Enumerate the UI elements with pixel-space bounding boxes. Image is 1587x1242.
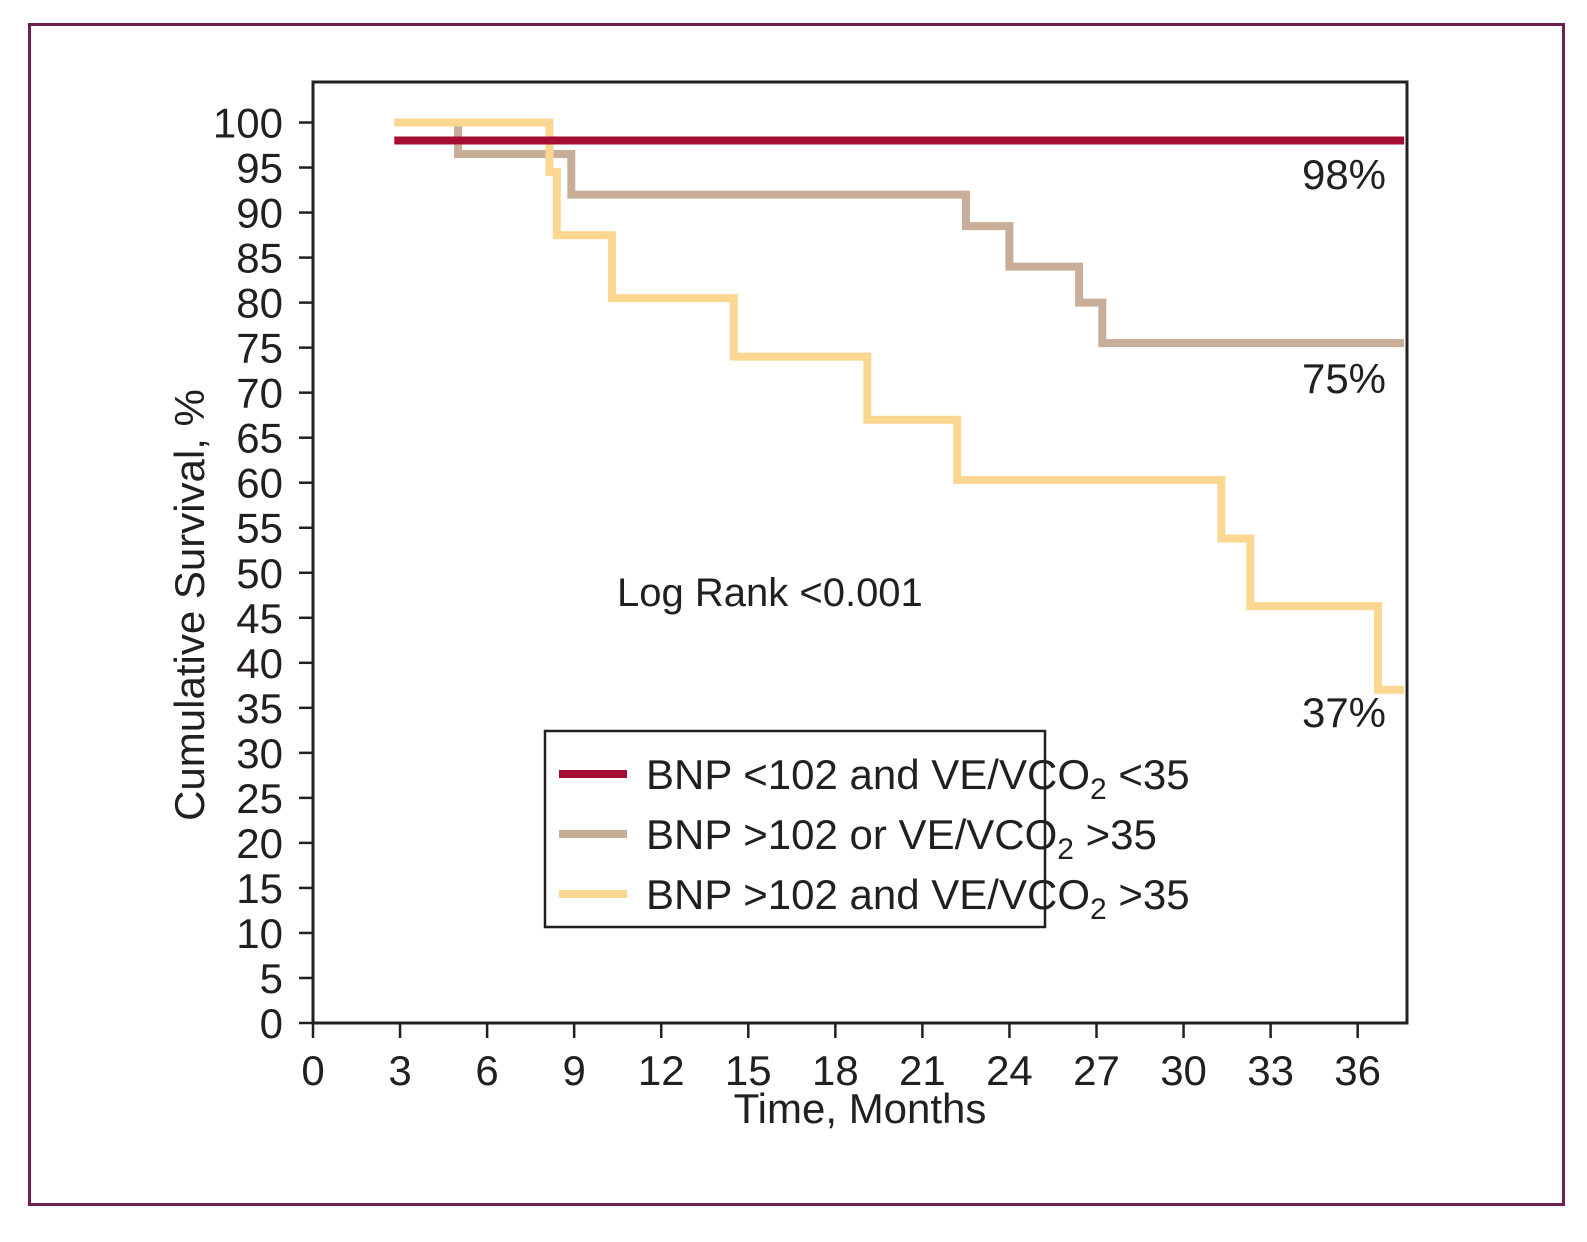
x-tick-label: 3 — [388, 1047, 411, 1094]
legend-label-3: BNP >102 and VE/VCO2 >35 — [646, 871, 1190, 926]
y-tick-label: 55 — [236, 505, 283, 552]
y-tick-label: 65 — [236, 415, 283, 462]
x-axis-label: Time, Months — [734, 1085, 987, 1132]
y-tick-label: 40 — [236, 640, 283, 687]
figure-border — [28, 23, 1565, 1206]
y-tick-label: 100 — [213, 100, 283, 147]
y-tick-label: 30 — [236, 730, 283, 777]
y-tick-label: 15 — [236, 865, 283, 912]
x-tick-label: 0 — [301, 1047, 324, 1094]
curve-bnp-high-or-vevco2-high — [394, 118, 1405, 348]
x-tick-label: 33 — [1247, 1047, 1294, 1094]
plot-box — [311, 80, 1409, 1025]
x-tick-label: 18 — [812, 1047, 859, 1094]
x-tick-label: 36 — [1334, 1047, 1381, 1094]
final-value-label-98: 98% — [1302, 151, 1386, 198]
x-tick-label: 27 — [1073, 1047, 1120, 1094]
y-tick-label: 10 — [236, 910, 283, 957]
y-tick-label: 70 — [236, 370, 283, 417]
y-tick-label: 20 — [236, 820, 283, 867]
legend-border — [543, 729, 1047, 929]
x-tick-label: 6 — [475, 1047, 498, 1094]
x-tick-label: 24 — [986, 1047, 1033, 1094]
y-tick-label: 80 — [236, 280, 283, 327]
y-axis-label: Cumulative Survival, % — [166, 389, 213, 821]
y-tick-label: 90 — [236, 190, 283, 237]
y-axis-ticks: 0510152025303540455055606570758085909510… — [213, 100, 313, 1047]
log-rank-annotation: Log Rank <0.001 — [617, 571, 923, 615]
y-tick-label: 75 — [236, 325, 283, 372]
y-tick-label: 35 — [236, 685, 283, 732]
x-tick-label: 21 — [899, 1047, 946, 1094]
x-tick-label: 15 — [725, 1047, 772, 1094]
legend-label-2: BNP >102 or VE/VCO2 >35 — [646, 811, 1157, 866]
curve-bnp-high-and-vevco2-high — [394, 118, 1405, 694]
final-value-label-75: 75% — [1302, 355, 1386, 402]
plot-area-border — [311, 80, 1409, 1025]
survival-curves — [394, 118, 1405, 694]
y-tick-label: 45 — [236, 595, 283, 642]
y-tick-label: 25 — [236, 775, 283, 822]
y-tick-label: 50 — [236, 550, 283, 597]
final-value-label-37: 37% — [1302, 689, 1386, 736]
figure-border-rect — [28, 23, 1565, 1206]
y-tick-label: 85 — [236, 235, 283, 282]
y-tick-label: 60 — [236, 460, 283, 507]
x-tick-label: 12 — [638, 1047, 685, 1094]
x-tick-label: 30 — [1160, 1047, 1207, 1094]
legend-label-1: BNP <102 and VE/VCO2 <35 — [646, 751, 1190, 806]
x-tick-label: 9 — [562, 1047, 585, 1094]
y-tick-label: 95 — [236, 145, 283, 192]
y-tick-label: 0 — [260, 1000, 283, 1047]
y-tick-label: 5 — [260, 955, 283, 1002]
x-axis-ticks: 0 3 6 9 12 15 18 21 24 27 30 33 36 — [301, 1023, 1381, 1094]
